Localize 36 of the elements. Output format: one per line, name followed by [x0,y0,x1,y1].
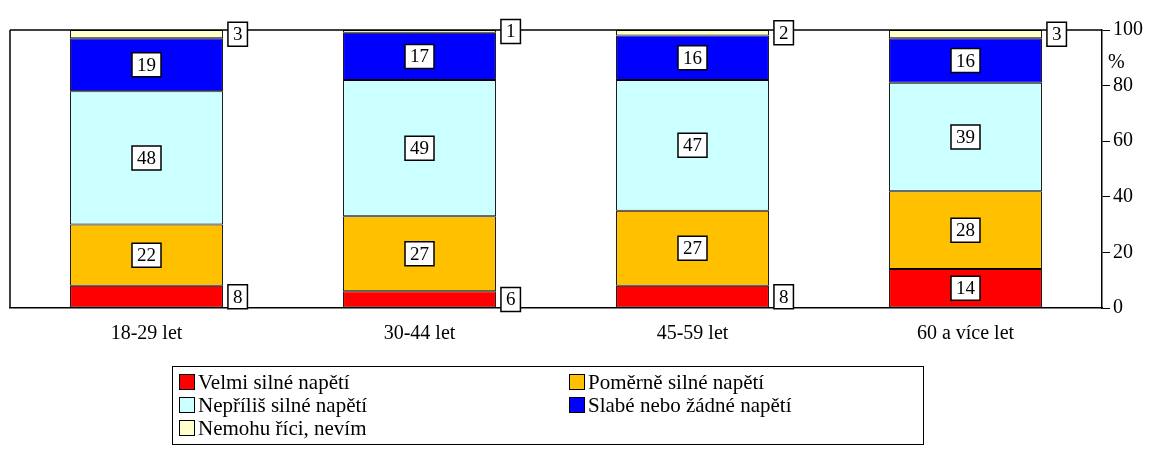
data-label: 3 [232,23,243,45]
data-label: 27 [410,242,429,264]
data-label: 16 [683,46,702,68]
y-tick-label: 40 [1113,184,1133,207]
data-label: 48 [137,146,156,168]
data-label: 49 [410,137,429,159]
x-tick-label: 60 a více let [916,321,1015,344]
legend-label: Nemohu říci, nevím [197,416,368,440]
data-label: 2 [778,21,789,43]
data-label: 14 [956,277,976,299]
y-tick-label: 60 [1113,128,1133,151]
legend-label: Nepříliš silné napětí [197,393,369,417]
data-label: 27 [683,237,702,259]
data-label: 47 [683,134,702,156]
data-label: 1 [505,20,516,42]
data-label: 8 [778,285,789,307]
data-label: 8 [232,285,243,307]
data-label: 17 [410,45,429,67]
legend-label: Poměrně silné napětí [587,370,766,394]
y-tick-label: 0 [1113,295,1123,318]
data-label: 3 [1051,23,1062,45]
data-label: 22 [137,244,156,266]
y-axis-title: % [1108,50,1125,73]
legend-label: Slabé nebo žádné napětí [587,393,793,417]
data-label: 39 [956,126,975,148]
data-label: 19 [137,53,156,75]
y-tick-label: 20 [1113,239,1133,262]
x-tick-label: 45-59 let [656,321,729,344]
x-tick-label: 18-29 let [110,321,183,344]
data-label: 16 [956,49,975,71]
data-label: 6 [505,288,516,310]
x-tick-label: 30-44 let [383,321,456,344]
y-tick-label: 80 [1113,72,1133,95]
legend-label: Velmi silné napětí [197,370,351,394]
data-label: 28 [956,219,975,241]
y-tick-label: 100 [1113,17,1143,40]
